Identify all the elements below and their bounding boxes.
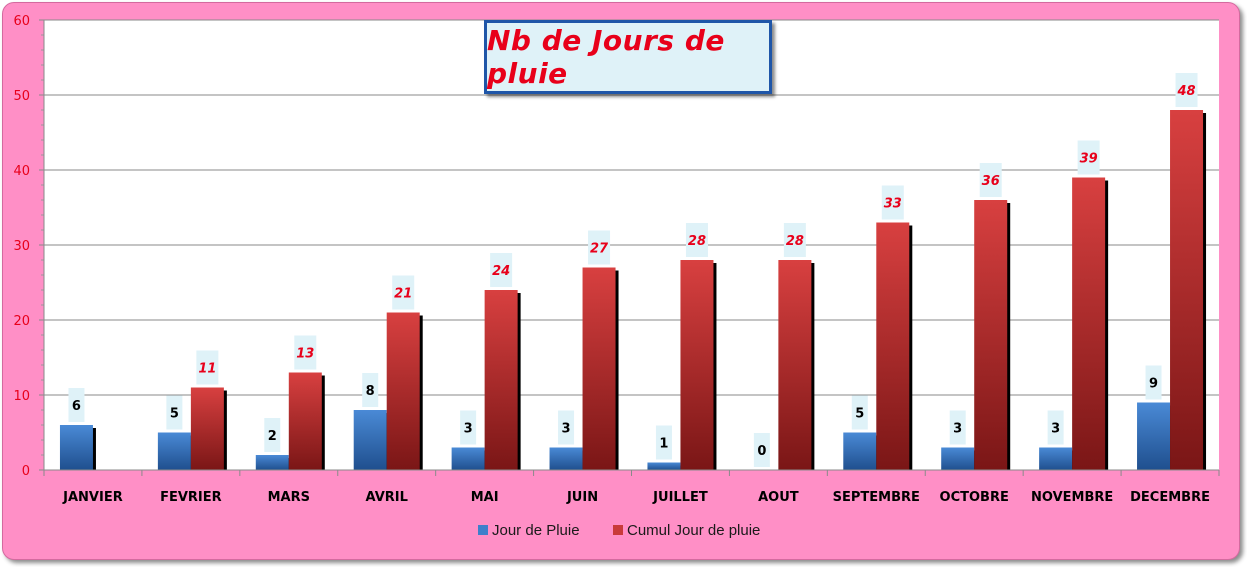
bar <box>1170 110 1204 470</box>
data-label-box <box>1047 410 1064 445</box>
chart-title-box: Nb de Jours de pluie <box>484 20 772 94</box>
data-label: 3 <box>464 422 473 437</box>
data-label: 3 <box>562 422 571 437</box>
x-tick-label: JANVIER <box>62 490 123 505</box>
x-tick-label: OCTOBRE <box>940 490 1009 505</box>
data-label-box <box>1145 365 1162 400</box>
y-tick-label: 30 <box>13 239 30 254</box>
legend-swatch <box>613 525 623 535</box>
y-tick-label: 10 <box>13 389 30 404</box>
data-label-box <box>68 388 85 422</box>
data-label-box <box>196 350 219 385</box>
y-axis: 0 10 20 30 40 50 60 <box>13 14 45 479</box>
bar <box>549 447 583 470</box>
data-label: 21 <box>394 287 412 302</box>
data-label-box <box>362 373 379 407</box>
bars <box>59 110 1207 470</box>
bar <box>582 267 616 470</box>
bar <box>1137 402 1171 470</box>
bar <box>484 290 518 470</box>
bar <box>288 372 322 470</box>
data-label: 2 <box>268 429 277 444</box>
data-label: 3 <box>1051 422 1060 437</box>
x-tick-label: FEVRIER <box>160 490 222 505</box>
data-label-box <box>949 410 966 445</box>
data-label-box <box>655 425 672 460</box>
data-label: 13 <box>296 347 314 362</box>
data-label: 9 <box>1149 377 1158 392</box>
bar <box>974 200 1008 470</box>
data-label: 28 <box>786 234 804 249</box>
data-label: 36 <box>982 174 1000 189</box>
data-label: 5 <box>855 407 864 422</box>
data-label: 39 <box>1080 152 1098 167</box>
data-label-box <box>294 335 317 370</box>
data-label: 5 <box>170 407 179 422</box>
data-label-box <box>881 185 904 220</box>
bar <box>451 447 485 470</box>
bar <box>157 432 191 470</box>
data-label: 24 <box>492 264 510 279</box>
data-label: 33 <box>884 197 902 212</box>
bar <box>876 222 910 470</box>
data-label: 11 <box>198 362 216 377</box>
bar <box>59 425 93 470</box>
data-label-box <box>392 275 415 310</box>
data-label-box <box>588 230 611 265</box>
data-label: 48 <box>1176 84 1195 99</box>
data-label-box <box>753 433 770 467</box>
legend: Jour de Pluie Cumul Jour de pluie <box>478 522 760 539</box>
bar <box>778 260 812 470</box>
data-label-box <box>783 223 806 257</box>
data-label-box <box>460 410 477 445</box>
y-tick-label: 20 <box>13 314 30 329</box>
data-label-box <box>490 253 513 287</box>
x-tick-label: AVRIL <box>366 490 408 505</box>
data-label-box <box>264 418 281 452</box>
data-label-box <box>558 410 575 445</box>
data-label: 1 <box>659 437 668 452</box>
data-label: 6 <box>72 399 81 414</box>
data-label-box <box>685 223 708 257</box>
data-label-box <box>1175 73 1198 107</box>
data-label-box <box>1077 140 1100 175</box>
legend-swatch <box>478 525 488 535</box>
legend-label: Jour de Pluie <box>492 522 580 539</box>
bar <box>843 432 877 470</box>
y-tick-label: 50 <box>13 89 30 104</box>
bar <box>1072 177 1106 470</box>
data-label-box <box>166 395 183 430</box>
x-tick-label: JUILLET <box>652 490 708 505</box>
data-label: 27 <box>590 242 609 257</box>
y-tick-label: 40 <box>13 164 30 179</box>
x-tick-label: MAI <box>471 490 499 505</box>
x-tick-label: DECEMBRE <box>1130 490 1210 505</box>
bar <box>680 260 714 470</box>
bar <box>255 455 289 470</box>
x-tick-label: MARS <box>268 490 310 505</box>
x-tick-label: NOVEMBRE <box>1031 490 1113 505</box>
bar <box>941 447 975 470</box>
y-tick-label: 0 <box>22 464 30 479</box>
bar <box>1039 447 1073 470</box>
x-tick-label: AOUT <box>758 490 799 505</box>
data-label: 0 <box>757 444 766 459</box>
data-label: 8 <box>366 384 375 399</box>
legend-label: Cumul Jour de pluie <box>627 522 760 539</box>
x-tick-label: SEPTEMBRE <box>833 490 920 505</box>
bar <box>386 312 420 470</box>
chart-title: Nb de Jours de pluie <box>487 24 725 90</box>
bar <box>190 387 224 470</box>
y-tick-label: 60 <box>13 14 30 29</box>
data-label: 3 <box>953 422 962 437</box>
data-label-box <box>851 395 868 430</box>
data-label: 28 <box>688 234 706 249</box>
x-axis: JANVIER FEVRIER MARS AVRIL MAI JUIN JUILLET AOU… <box>43 469 1220 505</box>
x-tick-label: JUIN <box>566 490 598 505</box>
bar <box>647 462 681 470</box>
data-label-box <box>979 163 1002 197</box>
bar <box>353 410 387 470</box>
